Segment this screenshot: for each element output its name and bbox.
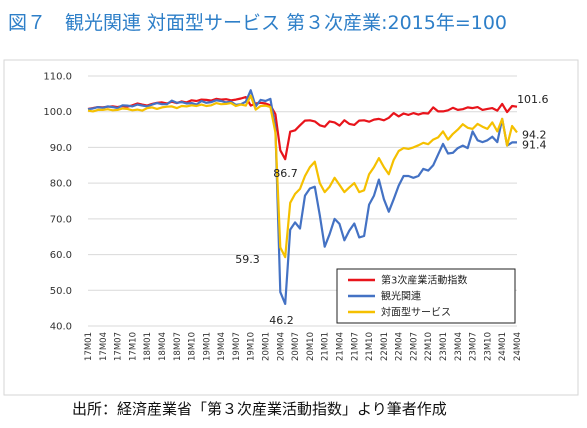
series-lines: [87, 89, 518, 305]
legend-label: 対面型サービス: [381, 306, 451, 319]
x-tick-label: 23M07: [469, 332, 479, 361]
x-tick-label: 21M07: [350, 332, 360, 361]
x-tick-label: 20M10: [306, 332, 316, 361]
x-tick-label: 17M07: [114, 332, 124, 361]
y-tick-label: 80.0: [50, 179, 72, 190]
data-label: 94.2: [522, 128, 547, 141]
x-tick-label: 23M01: [439, 332, 449, 361]
data-label: 91.4: [522, 138, 547, 151]
x-tick-label: 21M04: [335, 332, 345, 361]
x-tick-label: 21M01: [321, 332, 331, 361]
x-tick-label: 19M10: [247, 332, 257, 361]
legend-label: 観光関連: [381, 290, 421, 303]
data-label: 101.6: [517, 93, 549, 106]
legend-label: 第3次産業活動指数: [381, 274, 467, 287]
x-axis-ticks: 17M01 17M04 17M07 17M10 18M01 18M04 18M07 18M10…: [84, 332, 523, 361]
data-annotations: 101.6 94.291.4 86.7 59.3 46.2: [235, 93, 548, 327]
data-label: 86.7: [273, 167, 298, 180]
x-tick-label: 20M01: [262, 332, 272, 361]
source-note: 出所：経済産業省「第３次産業活動指数」より筆者作成: [72, 400, 447, 418]
x-tick-label: 24M01: [498, 332, 508, 361]
x-tick-label: 17M01: [84, 332, 94, 361]
series-line-2: [87, 94, 518, 259]
chart-frame: [3, 59, 579, 396]
x-tick-label: 23M04: [454, 332, 464, 361]
data-label: 46.2: [269, 314, 294, 327]
x-tick-label: 18M01: [143, 332, 153, 361]
y-tick-label: 60.0: [50, 250, 72, 261]
x-tick-label: 19M07: [232, 332, 242, 361]
y-tick-label: 70.0: [50, 214, 72, 225]
y-tick-label: 50.0: [50, 286, 72, 297]
x-tick-label: 18M07: [173, 332, 183, 361]
x-tick-label: 18M10: [188, 332, 198, 361]
series-line-1: [87, 89, 517, 305]
chart-title: 図７ 観光関連 対面型サービス 第３次産業:2015年=100: [8, 12, 508, 34]
x-tick-label: 20M07: [291, 332, 301, 361]
line-chart: 40.0 50.0 60.0 70.0 80.0 90.0 100.0 110.0 17M01…: [3, 59, 579, 396]
x-tick-label: 17M10: [128, 332, 138, 361]
x-tick-label: 23M10: [483, 332, 493, 361]
x-tick-label: 22M04: [395, 332, 405, 361]
data-label: 59.3: [235, 253, 260, 266]
y-tick-label: 100.0: [43, 107, 72, 118]
x-tick-label: 18M04: [158, 332, 168, 361]
x-tick-label: 21M10: [365, 332, 375, 361]
x-tick-label: 22M01: [380, 332, 390, 361]
y-tick-label: 90.0: [50, 143, 72, 154]
x-tick-label: 19M01: [202, 332, 212, 361]
y-tick-label: 110.0: [43, 72, 72, 83]
x-tick-label: 22M07: [409, 332, 419, 361]
y-tick-label: 40.0: [50, 322, 72, 333]
x-tick-label: 24M04: [513, 332, 523, 361]
x-tick-label: 17M04: [99, 332, 109, 361]
x-tick-label: 20M04: [276, 332, 286, 361]
x-tick-label: 19M04: [217, 332, 227, 361]
y-axis-ticks: 40.0 50.0 60.0 70.0 80.0 90.0 100.0 110.0: [43, 72, 72, 333]
x-tick-label: 22M10: [424, 332, 434, 361]
